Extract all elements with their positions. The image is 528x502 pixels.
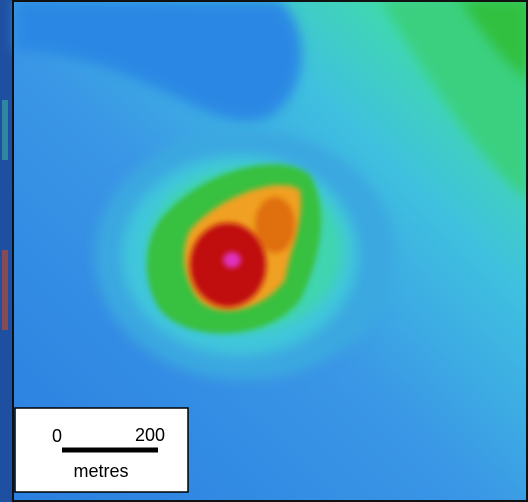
scale-bar: 0 200 metres (15, 408, 188, 492)
left-strip-noise (2, 100, 8, 160)
bathymetry-map: 0 200 metres (0, 0, 528, 502)
scale-start-label: 0 (52, 426, 62, 446)
scale-unit: metres (73, 461, 128, 481)
page: {"scale_bar": {"start_label": "0", "end_… (0, 0, 528, 502)
scale-end-label: 200 (135, 425, 165, 445)
left-strip-noise (2, 250, 8, 330)
